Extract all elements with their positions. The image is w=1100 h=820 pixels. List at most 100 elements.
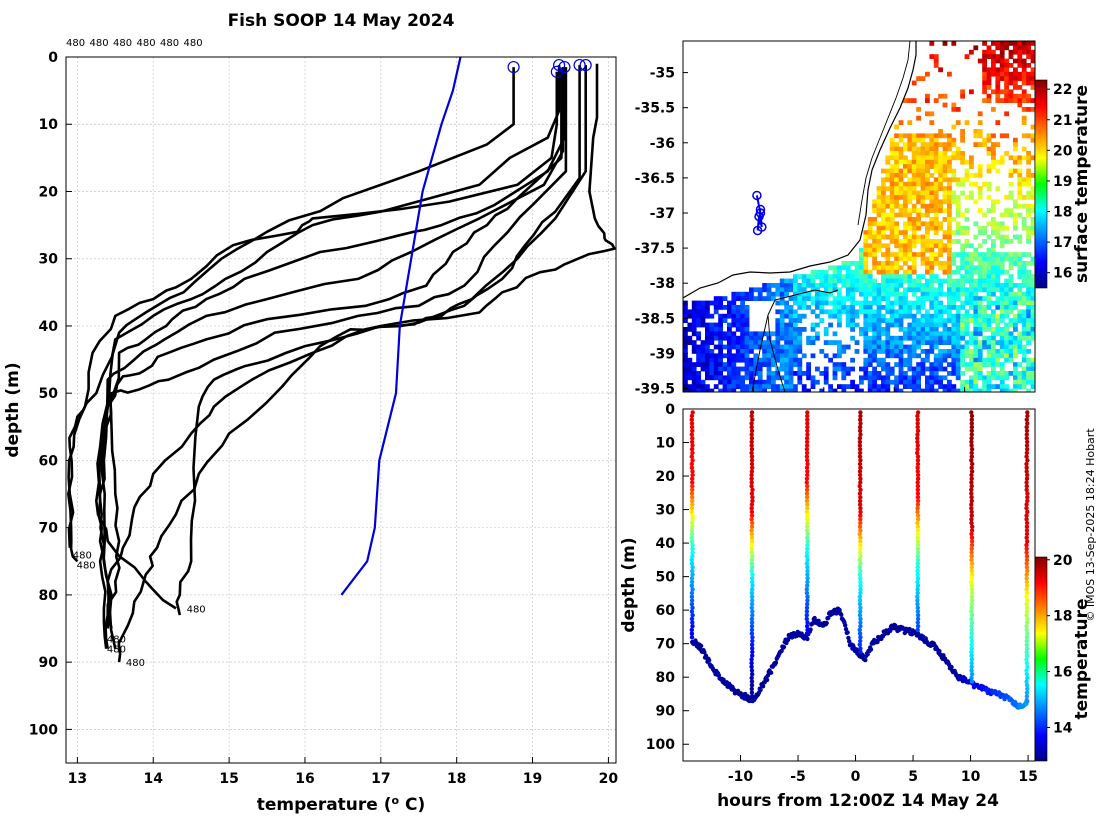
sst-cell <box>938 291 943 297</box>
sst-cell <box>1017 234 1023 240</box>
sst-cell <box>740 349 745 354</box>
section-point <box>858 539 863 544</box>
sst-cell <box>995 45 1001 51</box>
sst-cell <box>898 243 904 249</box>
sst-cell <box>687 327 693 332</box>
sst-cell <box>696 318 701 323</box>
section-point <box>749 513 755 518</box>
sst-cell <box>894 287 899 293</box>
sst-cell <box>999 291 1005 297</box>
sst-cell <box>955 181 961 187</box>
sst-cell <box>933 98 939 103</box>
sst-cell <box>867 349 873 354</box>
sst-cell <box>881 274 886 279</box>
section-point <box>969 653 974 658</box>
sst-cell <box>1021 80 1027 86</box>
sst-cell <box>991 203 996 209</box>
sst-cell <box>903 168 908 174</box>
sst-cell <box>881 199 886 205</box>
sst-cell <box>977 129 983 134</box>
sst-cell <box>942 142 948 147</box>
sst-cell <box>929 120 935 125</box>
sst-cell <box>933 261 939 266</box>
sst-cell <box>841 261 847 266</box>
sst-cell <box>999 71 1005 77</box>
sst-cell <box>806 388 811 392</box>
section-point <box>689 539 695 544</box>
sst-cell <box>903 186 908 191</box>
sst-cell <box>999 327 1005 332</box>
section-point <box>969 469 975 474</box>
section-point <box>1024 450 1030 456</box>
sst-cell <box>916 309 921 315</box>
sst-cell <box>995 71 1001 77</box>
sst-cell <box>977 173 983 178</box>
sst-cell <box>872 230 877 235</box>
sst-cell <box>925 195 930 200</box>
section-point <box>805 546 810 551</box>
sst-cell <box>876 331 882 337</box>
sst-cell <box>894 203 899 209</box>
sst-cell <box>991 287 996 293</box>
sst-cell <box>916 76 921 81</box>
sst-cell <box>722 344 728 350</box>
section-point <box>804 613 809 618</box>
sst-cell <box>911 208 917 213</box>
sst-cell <box>740 388 745 392</box>
section-point <box>1024 679 1029 684</box>
sst-cell <box>951 217 957 222</box>
sst-cell <box>960 379 965 385</box>
sst-cell <box>775 327 781 332</box>
sst-cell <box>907 186 913 191</box>
sst-cell <box>933 239 939 244</box>
sst-cell <box>938 353 943 359</box>
sst-cell <box>876 247 882 253</box>
sst-cell <box>907 287 913 293</box>
sst-cell <box>894 256 899 262</box>
sst-cell <box>885 252 891 257</box>
sst-cell <box>973 296 979 301</box>
sst-cell <box>775 344 781 350</box>
sst-cell <box>762 349 767 354</box>
section-point <box>969 679 975 684</box>
section-point <box>915 528 921 533</box>
sst-cell <box>872 256 877 262</box>
sst-cell <box>815 322 820 328</box>
sst-cell <box>920 261 926 266</box>
sst-cell <box>955 357 961 363</box>
sst-cell <box>916 137 921 143</box>
profile-top-label: 480 <box>90 38 109 49</box>
sst-cell <box>1026 287 1031 293</box>
sst-cell <box>942 177 948 183</box>
sst-cell <box>903 344 908 350</box>
sst-cell <box>872 375 877 381</box>
sst-cell <box>1030 225 1035 231</box>
sst-cell <box>885 349 891 354</box>
section-point <box>749 616 755 622</box>
sst-cell <box>1030 261 1035 266</box>
sst-cell <box>1017 173 1023 178</box>
sst-cell <box>713 322 719 328</box>
sst-cell <box>1008 322 1014 328</box>
sst-cell <box>925 221 930 227</box>
sst-cell <box>863 234 869 240</box>
sst-cell <box>810 274 816 279</box>
sst-cell <box>1030 379 1035 385</box>
sst-cell <box>925 256 930 262</box>
sst-cell <box>964 353 970 359</box>
section-point <box>1024 565 1030 570</box>
sst-cell <box>964 344 970 350</box>
sst-cell <box>1008 388 1014 392</box>
sst-cell <box>1017 344 1023 350</box>
sst-cell <box>982 212 987 218</box>
sst-cell <box>991 353 996 359</box>
section-point <box>1025 598 1030 603</box>
sst-cell <box>713 366 719 372</box>
sst-cell <box>916 195 921 200</box>
sst-cell <box>797 305 803 310</box>
sst-cell <box>881 181 886 187</box>
sst-cell <box>1026 107 1031 112</box>
sst-cell <box>907 247 913 253</box>
sst-cell <box>885 353 891 359</box>
sst-cell <box>894 243 899 249</box>
